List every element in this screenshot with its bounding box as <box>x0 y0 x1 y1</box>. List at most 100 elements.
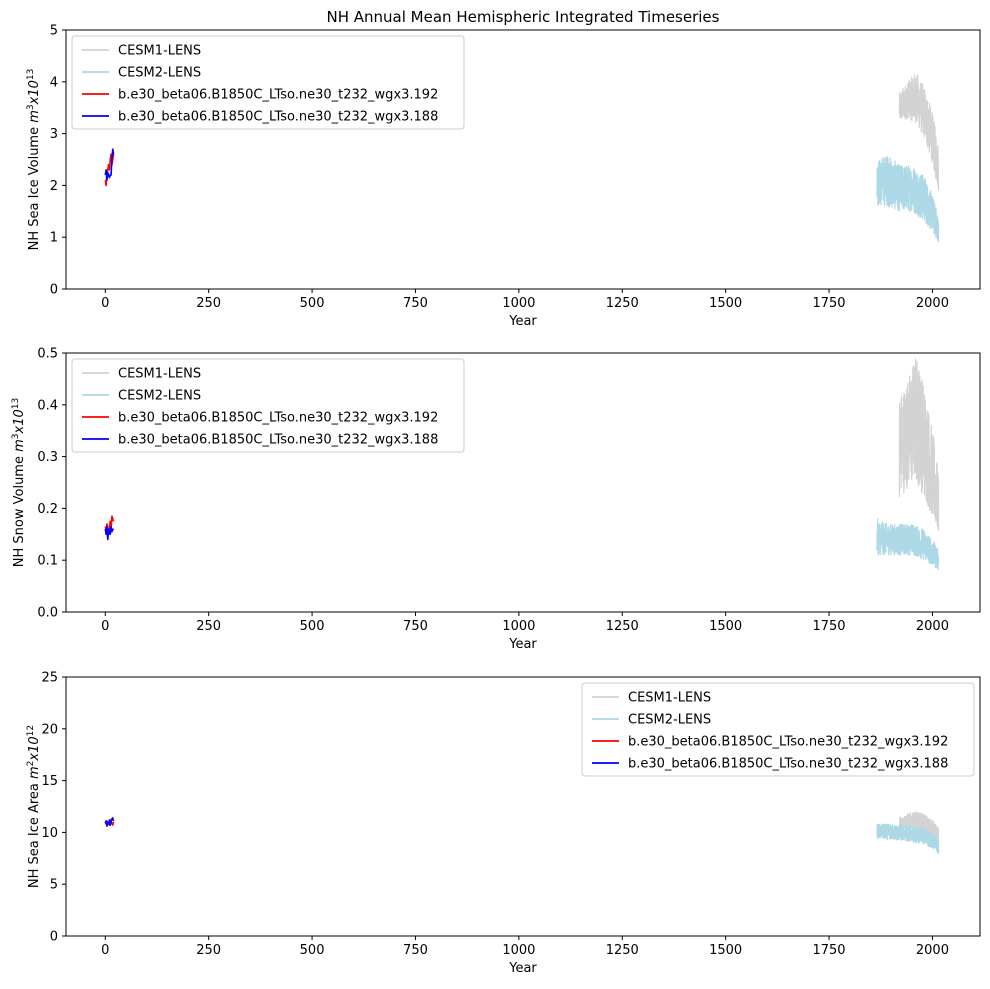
panel-1: 0 250 500 750 1000 1250 1500 1750 2000 0 1 2 3 4 5 Year… <box>26 24 981 329</box>
y-axis-label-part: 3 <box>11 433 21 439</box>
x-tick-label: 1750 <box>812 943 845 958</box>
legend-label: b.e30_beta06.B1850C_LTso.ne30_t232_wgx3.… <box>118 411 438 426</box>
legend-label: CESM2-LENS <box>118 389 201 404</box>
x-tick-label: 500 <box>300 943 325 958</box>
y-tick-label: 15 <box>41 774 58 789</box>
series-line-1 <box>898 74 940 191</box>
figure-title: NH Annual Mean Hemispheric Integrated Ti… <box>327 8 720 26</box>
x-tick-label: 1750 <box>812 619 845 634</box>
y-axis-label-part: 12 <box>26 725 36 736</box>
y-tick-label: 0 <box>50 930 58 945</box>
y-tick-label: 3 <box>50 127 58 142</box>
series-line-2 <box>876 155 940 243</box>
legend-label: b.e30_beta06.B1850C_LTso.ne30_t232_wgx3.… <box>118 110 438 125</box>
axes-frame <box>65 676 981 937</box>
y-axis-label-part: x10 <box>12 409 27 434</box>
x-tick-label: 0 <box>101 619 109 634</box>
x-axis-label: Year <box>508 961 537 976</box>
y-tick-label: 5 <box>50 24 58 39</box>
y-tick-label: 0.2 <box>37 502 58 517</box>
y-tick-label: 20 <box>41 722 58 737</box>
y-axis-label-part: 3 <box>26 104 36 110</box>
x-tick-label: 750 <box>403 943 428 958</box>
y-tick-label: 10 <box>41 826 58 841</box>
plot-area <box>104 74 940 243</box>
x-tick-label: 2000 <box>916 619 949 634</box>
y-axis-label-part: NH Snow Volume <box>12 452 27 567</box>
legend-label: b.e30_beta06.B1850C_LTso.ne30_t232_wgx3.… <box>118 88 438 103</box>
y-axis-label: NH Sea Ice Area m2​x1012​ <box>26 725 42 888</box>
x-tick-label: 750 <box>403 296 428 311</box>
y-tick-label: 0.3 <box>37 450 58 465</box>
legend-label: b.e30_beta06.B1850C_LTso.ne30_t232_wgx3.… <box>628 735 948 750</box>
legend-box <box>71 35 465 130</box>
x-tick-label: 0 <box>101 296 109 311</box>
y-tick-label: 25 <box>41 671 58 686</box>
x-tick-label: 1250 <box>606 296 639 311</box>
legend: CESM1-LENS CESM2-LENS b.e30_beta06.B1850C_… <box>581 682 975 777</box>
legend-label: CESM2-LENS <box>118 66 201 81</box>
series-line-4 <box>104 148 115 182</box>
legend: CESM1-LENS CESM2-LENS b.e30_beta06.B1850C_… <box>71 35 465 130</box>
y-tick-label: 0.5 <box>37 347 58 362</box>
x-tick-label: 1250 <box>606 943 639 958</box>
x-tick-label: 250 <box>196 619 221 634</box>
axes-frame <box>65 352 981 613</box>
x-tick-label: 1500 <box>709 619 742 634</box>
panel-2: 0 250 500 750 1000 1250 1500 1750 2000 0.0 0.1 0.2 0… <box>11 347 981 652</box>
y-tick-label: 0 <box>50 283 58 298</box>
y-axis-label-part: m <box>27 110 42 123</box>
y-tick-label: 4 <box>50 75 58 90</box>
y-tick-label: 5 <box>50 878 58 893</box>
x-tick-label: 250 <box>196 943 221 958</box>
x-tick-label: 750 <box>403 619 428 634</box>
series-line-1 <box>898 358 940 532</box>
plot-area <box>104 358 940 571</box>
y-tick-label: 0.0 <box>37 606 58 621</box>
y-tick-label: 0.1 <box>37 554 58 569</box>
x-tick-label: 500 <box>300 619 325 634</box>
x-tick-label: 0 <box>101 943 109 958</box>
y-axis-label-part: 13 <box>11 398 21 409</box>
x-tick-label: 1250 <box>606 619 639 634</box>
legend-label: b.e30_beta06.B1850C_LTso.ne30_t232_wgx3.… <box>118 433 438 448</box>
x-tick-label: 1000 <box>502 619 535 634</box>
legend: CESM1-LENS CESM2-LENS b.e30_beta06.B1850C_… <box>71 358 465 453</box>
y-axis-label-part: 13 <box>26 69 36 80</box>
x-tick-label: 1000 <box>502 296 535 311</box>
series-line-2 <box>876 823 940 855</box>
y-tick-label: 0.4 <box>37 398 58 413</box>
legend-box <box>71 358 465 453</box>
y-axis-label: NH Snow Volume m3​x1013​ <box>11 398 27 567</box>
x-tick-label: 1000 <box>502 943 535 958</box>
y-axis-label-part: NH Sea Ice Area <box>27 779 42 888</box>
x-tick-label: 1750 <box>812 296 845 311</box>
panel-3: 0 250 500 750 1000 1250 1500 1750 2000 0 5 10 15 20 25… <box>26 671 981 976</box>
y-axis-label-part: m <box>27 766 42 779</box>
legend-label: CESM1-LENS <box>118 367 201 382</box>
x-tick-label: 1500 <box>709 296 742 311</box>
series-line-2 <box>876 518 940 571</box>
x-tick-label: 250 <box>196 296 221 311</box>
series-line-4 <box>104 817 115 827</box>
y-axis-label-part: x10 <box>27 736 42 761</box>
legend-label: CESM1-LENS <box>118 44 201 59</box>
axes-frame <box>65 29 981 290</box>
y-axis-label-part: x10 <box>27 80 42 105</box>
x-tick-label: 500 <box>300 296 325 311</box>
x-tick-label: 2000 <box>916 296 949 311</box>
y-axis-label-part: 2 <box>26 761 36 767</box>
y-tick-label: 1 <box>50 231 58 246</box>
legend-label: b.e30_beta06.B1850C_LTso.ne30_t232_wgx3.… <box>628 757 948 772</box>
y-axis-label-part: m <box>12 439 27 452</box>
x-tick-label: 1500 <box>709 943 742 958</box>
legend-label: CESM2-LENS <box>628 713 711 728</box>
plot-area <box>104 811 940 855</box>
x-axis-label: Year <box>508 314 537 329</box>
series-line-4 <box>104 525 115 541</box>
y-tick-label: 2 <box>50 179 58 194</box>
legend-label: CESM1-LENS <box>628 691 711 706</box>
x-axis-label: Year <box>508 637 537 652</box>
y-axis-label: NH Sea Ice Volume m3​x1013​ <box>26 69 42 251</box>
